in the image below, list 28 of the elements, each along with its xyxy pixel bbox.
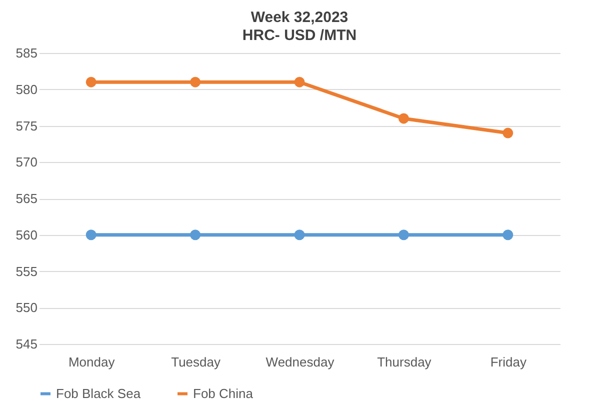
y-tick-label: 580: [16, 82, 38, 97]
legend-label: Fob Black Sea: [56, 386, 142, 401]
point: [86, 76, 96, 88]
point: [398, 230, 409, 240]
point: [294, 230, 305, 240]
point: [502, 128, 514, 138]
point: [190, 230, 201, 240]
point: [190, 76, 201, 88]
legend-label: Fob China: [193, 386, 254, 401]
y-tick-label: 565: [16, 191, 38, 206]
x-tick-label: Thursday: [377, 354, 432, 370]
y-tick-label: 575: [16, 118, 38, 134]
chart-title: Week 32,2023: [250, 9, 348, 26]
point: [398, 113, 409, 124]
x-tick-label: Friday: [490, 354, 527, 370]
y-tick-label: 545: [16, 336, 38, 352]
y-tick-label: 570: [16, 154, 38, 170]
y-tick-label: 560: [16, 227, 38, 242]
point: [294, 76, 305, 88]
point: [86, 230, 96, 240]
chart-subtitle: HRC- USD /MTN: [242, 27, 357, 44]
x-tick-label: Tuesday: [171, 354, 221, 370]
x-tick-label: Wednesday: [266, 354, 335, 370]
y-tick-label: 550: [16, 300, 38, 316]
y-tick-label: 555: [16, 264, 38, 279]
point: [502, 230, 514, 240]
y-tick-label: 585: [16, 46, 38, 60]
x-tick-label: Monday: [68, 354, 116, 370]
